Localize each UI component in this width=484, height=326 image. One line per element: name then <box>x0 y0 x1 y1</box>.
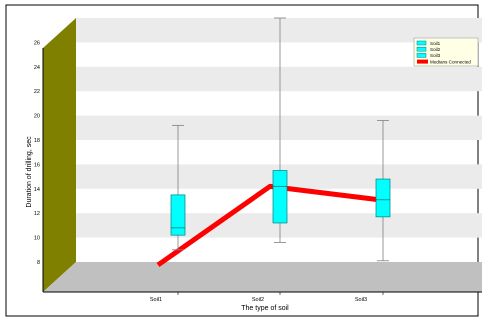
legend-swatch <box>416 40 427 46</box>
y-tick-label: 8 <box>37 260 40 266</box>
legend-swatch <box>416 46 427 52</box>
box-body <box>170 194 186 236</box>
x-tick-labels: Soil1 Soil2 Soil3 <box>150 292 384 303</box>
y-tick-label: 26 <box>34 40 40 46</box>
left-side-wall <box>43 18 76 292</box>
legend-swatch <box>417 59 428 64</box>
boxes-layer <box>170 17 391 262</box>
x-tick-label: Soil3 <box>355 297 367 303</box>
legend-label: Medians Connected <box>430 59 471 64</box>
medians-connected-layer <box>156 183 380 268</box>
legend-label: Soil1 <box>430 41 441 46</box>
box-body <box>272 170 288 224</box>
box-soil2 <box>272 17 288 243</box>
y-tick-label: 20 <box>34 114 40 120</box>
y-tick-label: 22 <box>34 89 40 95</box>
legend-label: Soil2 <box>430 47 441 52</box>
x-tick-label: Soil2 <box>252 297 264 303</box>
y-axis-label: Duration of drilling, sec <box>26 136 33 208</box>
y-tick-label: 24 <box>34 65 40 71</box>
grid-stripe <box>76 18 482 22</box>
box-body <box>375 178 391 218</box>
y-tick-label: 14 <box>34 187 40 193</box>
x-axis-label: The type of soil <box>241 305 289 312</box>
floor-plane <box>43 262 482 292</box>
legend-swatch <box>416 53 427 58</box>
y-tick-labels: 8 10 12 14 16 18 20 22 24 26 <box>34 40 40 266</box>
x-tick-label: Soil1 <box>150 297 162 303</box>
background-stripes <box>76 18 482 238</box>
box-soil3 <box>375 120 391 262</box>
y-tick-label: 12 <box>34 211 40 217</box>
y-tick-label: 18 <box>34 138 40 144</box>
y-tick-label: 10 <box>34 236 40 242</box>
legend-label: Soil3 <box>430 53 441 58</box>
box-soil1 <box>170 124 186 251</box>
grid-stripe <box>76 66 482 92</box>
medians-connected-line <box>156 183 380 268</box>
grid-stripe <box>76 115 482 140</box>
y-tick-label: 16 <box>34 162 40 168</box>
